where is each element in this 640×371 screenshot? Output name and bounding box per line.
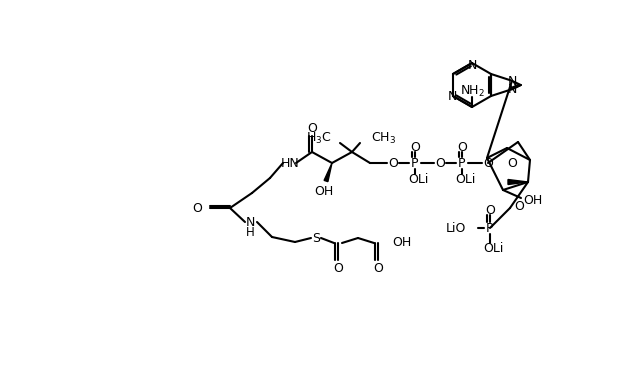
- Text: S: S: [312, 232, 320, 244]
- Text: HN: HN: [280, 157, 300, 170]
- Text: O: O: [483, 157, 493, 170]
- Text: P: P: [486, 221, 493, 234]
- Text: H: H: [246, 226, 254, 239]
- Text: O: O: [514, 200, 524, 213]
- Text: O: O: [388, 157, 398, 170]
- Text: N: N: [447, 89, 456, 102]
- Text: O: O: [307, 121, 317, 135]
- Text: H$_3$C: H$_3$C: [307, 131, 332, 145]
- Text: N: N: [245, 216, 255, 229]
- Text: N: N: [508, 75, 516, 88]
- Text: O: O: [410, 141, 420, 154]
- Text: OH: OH: [524, 194, 543, 207]
- Text: P: P: [412, 157, 419, 170]
- Text: O: O: [373, 263, 383, 276]
- Text: OLi: OLi: [408, 173, 428, 186]
- Text: O: O: [192, 201, 202, 214]
- Text: O: O: [435, 157, 445, 170]
- Text: LiO: LiO: [446, 221, 466, 234]
- Text: OLi: OLi: [455, 173, 475, 186]
- Polygon shape: [508, 180, 528, 184]
- Text: OH: OH: [314, 184, 333, 197]
- Text: OLi: OLi: [483, 242, 503, 255]
- Text: O: O: [485, 204, 495, 217]
- Text: N: N: [508, 83, 516, 96]
- Text: O: O: [457, 141, 467, 154]
- Text: O: O: [333, 263, 343, 276]
- Text: NH$_2$: NH$_2$: [460, 83, 484, 99]
- Text: OH: OH: [392, 236, 412, 250]
- Text: P: P: [458, 157, 466, 170]
- Text: N: N: [467, 59, 477, 72]
- Text: CH$_3$: CH$_3$: [371, 131, 396, 145]
- Polygon shape: [324, 163, 332, 182]
- Text: O: O: [507, 157, 517, 170]
